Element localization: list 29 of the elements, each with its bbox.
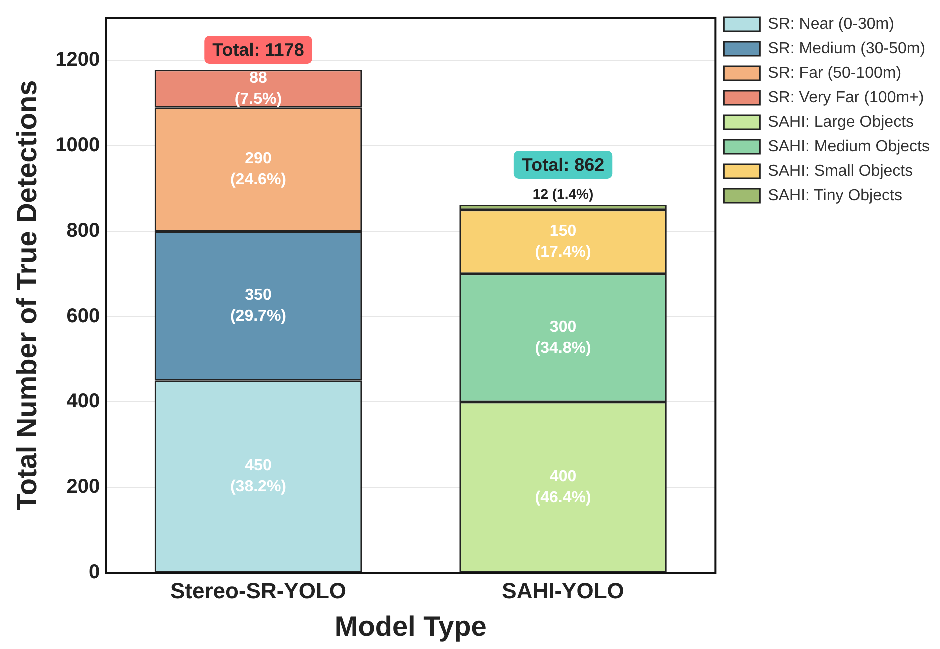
legend-label: SAHI: Large Objects <box>768 114 914 131</box>
y-tick-label: 1200 <box>56 49 100 72</box>
y-axis-title: Total Number of True Detections <box>12 80 43 511</box>
legend-label: SR: Medium (30-50m) <box>768 40 926 58</box>
y-tick-label: 600 <box>66 305 100 328</box>
x-tick-label: Stereo-SR-YOLO <box>170 578 347 604</box>
legend-label: SAHI: Small Objects <box>768 162 914 180</box>
data-label: 290 (24.6%) <box>230 150 287 188</box>
y-tick-label: 0 <box>88 562 100 584</box>
total-label: Total: 862 <box>522 154 605 175</box>
data-label: 12 (1.4%) <box>532 186 594 202</box>
y-tick-label: 200 <box>66 476 100 498</box>
data-label: 400 (46.4%) <box>535 468 592 506</box>
total-label: Total: 1178 <box>212 40 304 60</box>
x-tick-label: SAHI-YOLO <box>502 578 624 604</box>
legend-label: SR: Very Far (100m+) <box>768 89 924 106</box>
legend-label: SAHI: Medium Objects <box>768 138 930 156</box>
y-tick-label: 400 <box>66 390 100 413</box>
data-label: 350 (29.7%) <box>230 287 287 326</box>
x-axis-title: Model Type <box>334 610 487 642</box>
legend-label: SR: Far (50-100m) <box>768 64 902 82</box>
data-label: 88 (7.5%) <box>234 70 282 108</box>
data-label: 300 (34.8%) <box>535 319 592 358</box>
legend-label: SAHI: Tiny Objects <box>768 187 902 204</box>
y-tick-label: 1000 <box>56 134 100 157</box>
y-tick-label: 800 <box>66 220 100 242</box>
data-label: 450 (38.2%) <box>230 458 287 496</box>
legend-label: SR: Near (0-30m) <box>768 16 894 33</box>
data-label: 150 (17.4%) <box>535 223 592 262</box>
